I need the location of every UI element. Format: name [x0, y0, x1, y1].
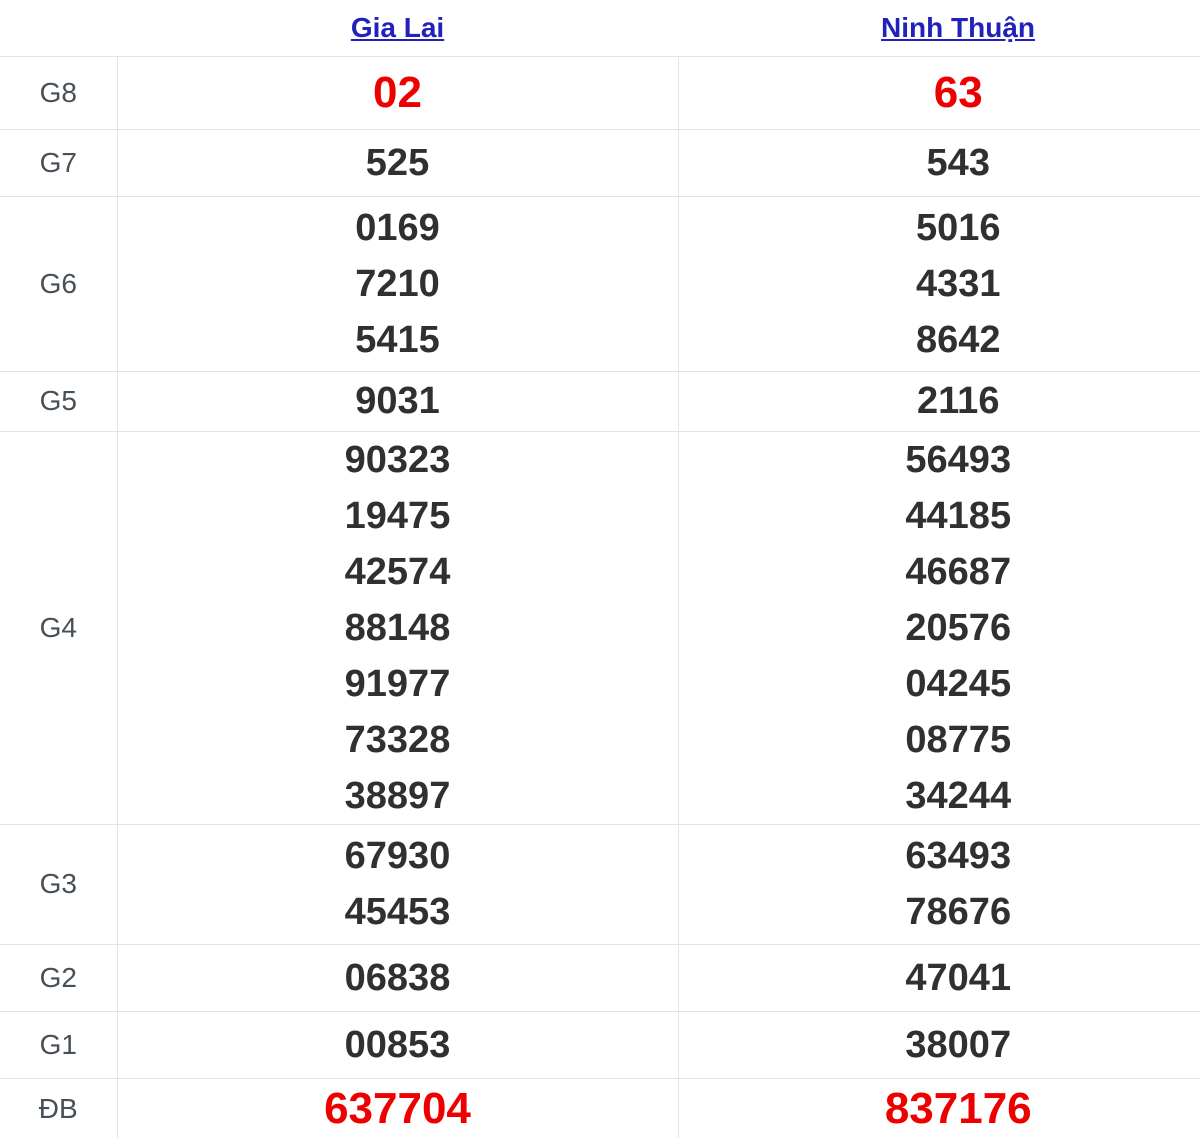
prize-number: 00853 [344, 1023, 451, 1066]
prize-number: 04245 [905, 662, 1012, 705]
prize-label-g2: G2 [0, 944, 118, 1011]
prize-number: 5016 [915, 206, 1001, 249]
row-db: ĐB 637704 837176 [0, 1078, 1200, 1138]
prize-number: 38897 [344, 774, 451, 817]
row-g3: G3 67930 45453 63493 78676 [0, 824, 1200, 944]
prize-label-g7: G7 [0, 129, 118, 196]
prize-number: 44185 [905, 494, 1012, 537]
prize-number: 45453 [344, 891, 451, 933]
prize-number: 19475 [344, 494, 451, 537]
prize-cell-g2-gia-lai: 06838 [117, 944, 679, 1011]
prize-number: 63 [933, 67, 983, 117]
prize-number: 02 [373, 67, 422, 117]
prize-label-db: ĐB [0, 1078, 118, 1138]
prize-number: 4331 [915, 262, 1001, 305]
prize-number: 90323 [344, 438, 451, 481]
prize-number: 67930 [344, 835, 451, 877]
prize-cell-g7-ninh-thuan: 543 [678, 129, 1200, 196]
prize-number: 5415 [355, 318, 440, 361]
prize-number: 38007 [905, 1023, 1012, 1066]
prize-number: 63493 [905, 835, 1012, 877]
prize-cell-g2-ninh-thuan: 47041 [678, 944, 1200, 1011]
prize-number: 91977 [344, 662, 451, 705]
prize-number: 06838 [344, 956, 451, 999]
prize-number: 08775 [905, 718, 1012, 761]
prize-number: 88148 [344, 606, 451, 649]
prize-number: 73328 [344, 718, 451, 761]
prize-cell-g8-ninh-thuan: 63 [678, 56, 1200, 129]
prize-number: 78676 [905, 891, 1012, 933]
prize-cell-g6-gia-lai: 0169 7210 5415 [117, 196, 679, 371]
prize-number: 20576 [905, 606, 1012, 649]
prize-cell-g6-ninh-thuan: 5016 4331 8642 [678, 196, 1200, 371]
prize-number: 42574 [344, 550, 451, 593]
prize-label-g1: G1 [0, 1011, 118, 1078]
prize-cell-g8-gia-lai: 02 [117, 56, 679, 129]
header-row: Gia Lai Ninh Thuận [0, 0, 1200, 56]
row-g5: G5 9031 2116 [0, 371, 1200, 431]
prize-cell-g5-gia-lai: 9031 [117, 371, 679, 431]
ninh-thuan-link[interactable]: Ninh Thuận [881, 11, 1035, 43]
prize-label-g3: G3 [0, 824, 118, 944]
gia-lai-link[interactable]: Gia Lai [350, 11, 445, 43]
prize-number: 525 [365, 141, 430, 184]
prize-cell-g4-ninh-thuan: 56493 44185 46687 20576 04245 08775 34244 [678, 431, 1200, 824]
prize-cell-g7-gia-lai: 525 [117, 129, 679, 196]
prize-cell-g5-ninh-thuan: 2116 [678, 371, 1200, 431]
prize-number: 56493 [905, 438, 1012, 481]
column-header-ninh-thuan: Ninh Thuận [678, 0, 1200, 56]
prize-number: 9031 [355, 380, 440, 422]
prize-number: 8642 [915, 318, 1001, 361]
row-g7: G7 525 543 [0, 129, 1200, 196]
prize-label-g8: G8 [0, 56, 118, 129]
prize-number: 637704 [324, 1083, 471, 1133]
prize-label-g5: G5 [0, 371, 118, 431]
prize-cell-g3-gia-lai: 67930 45453 [117, 824, 679, 944]
row-g8: G8 02 63 [0, 56, 1200, 129]
prize-number: 47041 [905, 956, 1012, 999]
prize-cell-g4-gia-lai: 90323 19475 42574 88148 91977 73328 38897 [117, 431, 679, 824]
column-header-gia-lai: Gia Lai [117, 0, 678, 56]
prize-cell-g3-ninh-thuan: 63493 78676 [678, 824, 1200, 944]
prize-cell-db-ninh-thuan: 837176 [678, 1078, 1200, 1138]
prize-number: 7210 [355, 262, 440, 305]
prize-number: 34244 [905, 774, 1012, 817]
row-g4: G4 90323 19475 42574 88148 91977 73328 38897 5… [0, 431, 1200, 824]
prize-number: 46687 [905, 550, 1012, 593]
prize-number: 837176 [884, 1083, 1032, 1133]
prize-label-g6: G6 [0, 196, 118, 371]
prize-cell-g1-gia-lai: 00853 [117, 1011, 679, 1078]
prize-label-g4: G4 [0, 431, 118, 824]
prize-number: 543 [926, 141, 990, 184]
prize-number: 2116 [917, 380, 1000, 422]
row-g6: G6 0169 7210 5415 5016 4331 8642 [0, 196, 1200, 371]
row-g2: G2 06838 47041 [0, 944, 1200, 1011]
prize-number: 0169 [355, 206, 440, 249]
prize-cell-g1-ninh-thuan: 38007 [678, 1011, 1200, 1078]
corner-cell [0, 0, 117, 56]
row-g1: G1 00853 38007 [0, 1011, 1200, 1078]
prize-cell-db-gia-lai: 637704 [117, 1078, 679, 1138]
